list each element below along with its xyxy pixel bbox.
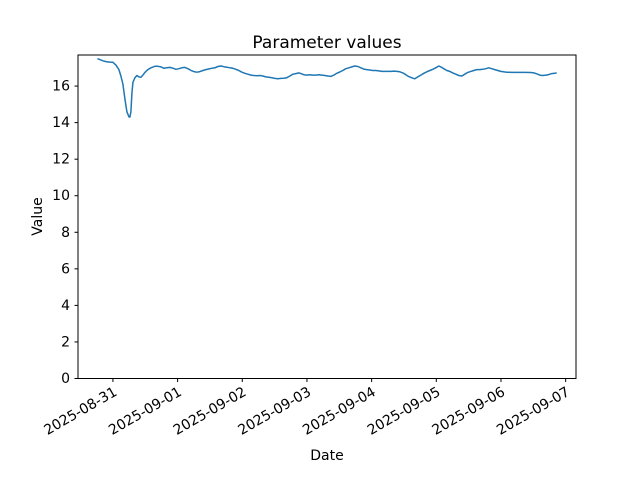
chart-title: Parameter values xyxy=(252,33,401,53)
y-tick-label: 4 xyxy=(61,298,70,314)
x-tick-label: 2025-09-06 xyxy=(430,384,509,439)
y-tick-label: 14 xyxy=(52,115,70,131)
x-tick-label: 2025-09-07 xyxy=(494,384,572,439)
x-axis-ticks: 2025-08-312025-09-012025-09-022025-09-03… xyxy=(41,378,573,439)
x-tick-label: 2025-09-05 xyxy=(365,384,443,439)
x-tick-label: 2025-09-01 xyxy=(106,384,184,439)
y-axis-label: Value xyxy=(30,197,46,235)
y-tick-label: 16 xyxy=(52,79,70,95)
y-tick-label: 6 xyxy=(61,261,70,277)
y-tick-label: 8 xyxy=(61,225,70,241)
data-series-line xyxy=(97,57,557,118)
y-tick-label: 0 xyxy=(61,371,70,387)
y-axis-ticks: 0 2 4 6 8 10 12 14 16 xyxy=(52,79,78,387)
x-tick-label: 2025-09-04 xyxy=(300,384,379,439)
axes-spines xyxy=(77,54,577,379)
plot-frame xyxy=(77,54,577,379)
x-tick-label: 2025-09-03 xyxy=(235,384,313,439)
x-axis-label: Date xyxy=(310,448,343,464)
y-tick-label: 10 xyxy=(52,188,70,204)
y-tick-label: 2 xyxy=(61,334,70,350)
x-tick-label: 2025-08-31 xyxy=(41,384,119,439)
y-tick-label: 12 xyxy=(52,152,70,168)
x-tick-label: 2025-09-02 xyxy=(171,384,249,439)
